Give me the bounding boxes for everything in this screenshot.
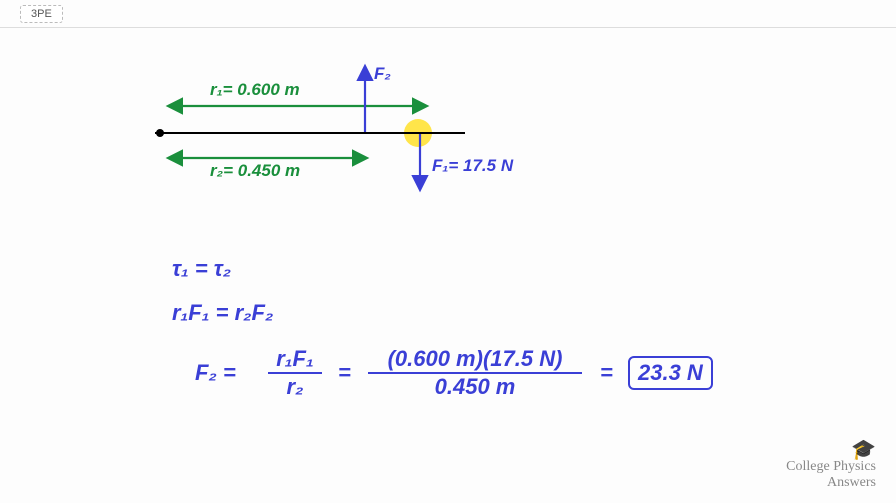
footer-line2: Answers — [827, 475, 876, 490]
equals-2: = — [600, 360, 613, 386]
eq-moment-expand: r₁F₁ = r₂F₂ — [172, 300, 273, 326]
footer-branding: 🎓 College Physics Answers — [786, 443, 876, 491]
eq-torque-balance: τ₁ = τ₂ — [172, 256, 231, 282]
whiteboard: r₁= 0.600 m r₂= 0.450 m F₂ F₁= 17.5 N τ₁… — [0, 28, 896, 503]
badge-label: 3PE — [31, 8, 52, 20]
eq-solve-lhs: F₂ = — [195, 360, 236, 386]
pivot-point — [156, 129, 164, 137]
equals-1: = — [338, 360, 351, 386]
frac1-num: r₁F₁ — [268, 346, 322, 372]
f1-label: F₁= 17.5 N — [432, 156, 513, 176]
r2-label: r₂= 0.450 m — [210, 161, 300, 181]
frac2-den: 0.450 m — [368, 374, 582, 400]
f2-label: F₂ — [374, 64, 391, 84]
final-answer: 23.3 N — [628, 356, 713, 390]
lever-diagram — [0, 28, 896, 228]
r1-label: r₁= 0.600 m — [210, 80, 300, 100]
grad-cap-icon: 🎓 — [786, 443, 876, 457]
frac2-num: (0.600 m)(17.5 N) — [368, 346, 582, 372]
frac1-den: r₂ — [268, 374, 322, 400]
problem-badge: 3PE — [20, 5, 63, 23]
fraction-symbolic: r₁F₁ r₂ — [268, 346, 322, 400]
fraction-numeric: (0.600 m)(17.5 N) 0.450 m — [368, 346, 582, 400]
top-bar: 3PE — [0, 0, 896, 28]
footer-line1: College Physics — [786, 459, 876, 474]
